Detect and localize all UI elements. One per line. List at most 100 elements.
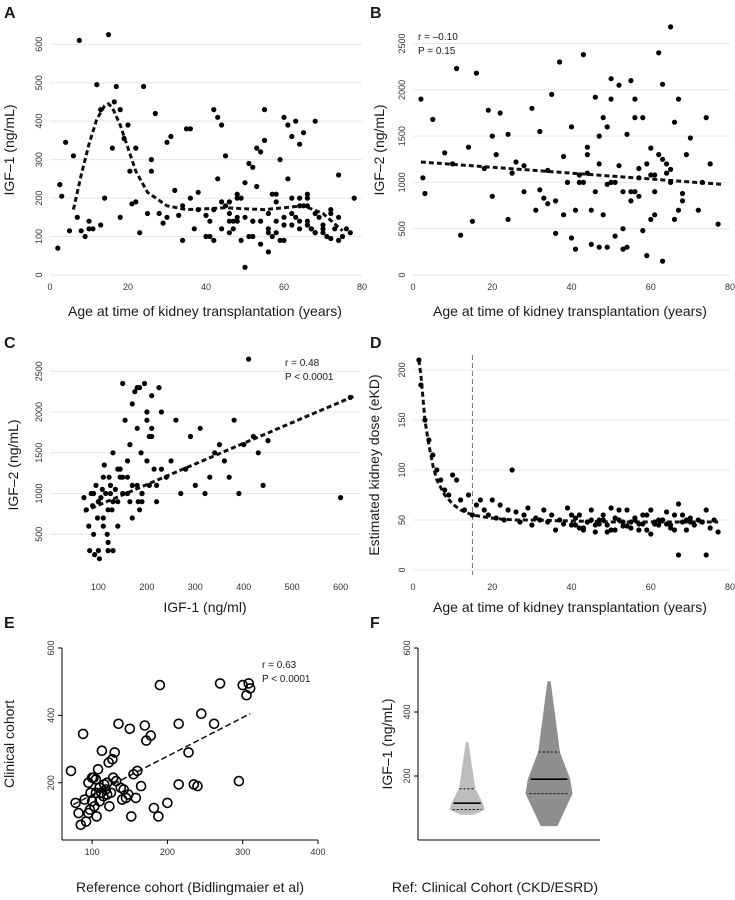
panel-d-data-point: [584, 519, 591, 525]
panel-a-data-point: [328, 235, 334, 242]
panel-b-r-annotation: r = –0.10: [418, 32, 458, 43]
panel-e-data-point: [73, 807, 84, 819]
panel-b-data-point: [648, 216, 654, 222]
panel-d-data-point: [505, 507, 511, 513]
panel-c-data-point: [83, 507, 89, 513]
panel-e-data-point: [75, 819, 87, 831]
panel-b-data-point: [505, 131, 511, 137]
panel-d-data-point: [588, 507, 594, 513]
panel-b-data-point: [703, 115, 709, 121]
panel-e-data-point: [113, 718, 124, 730]
panel-a-data-point: [269, 233, 275, 240]
panel-a-data-point: [86, 218, 92, 224]
panel-d-data-point: [616, 517, 622, 523]
panel-e-x-label: Reference cohort (Bidlingmaier et al): [76, 879, 304, 895]
panel-b-data-point: [580, 52, 587, 58]
panel-c-data-point: [192, 482, 198, 488]
panel-f-y-tick-label: 200: [402, 768, 412, 783]
panel-a-data-point: [297, 203, 303, 209]
panel-d-data-point: [608, 505, 614, 511]
panel-d-data-point: [612, 515, 618, 521]
panel-a-data-point: [246, 160, 252, 167]
panel-e-data-point: [100, 784, 111, 795]
panel-b-data-point: [664, 161, 670, 167]
panel-c-data-point: [154, 499, 160, 505]
panel-f-y-ticks: 200 400 600: [402, 640, 418, 784]
panel-b-data-point: [418, 96, 424, 102]
panel-a-data-point: [347, 230, 353, 236]
panel-b-data-point: [652, 189, 658, 195]
panel-a-data-point: [230, 218, 236, 224]
panel-a-x-tick-label: 20: [123, 282, 133, 292]
panel-d-x-tick-label: 40: [566, 582, 576, 592]
panel-c-data-point: [255, 450, 261, 456]
panel-c-data-point: [265, 438, 271, 444]
panel-d-data-point: [477, 497, 483, 503]
panel-d-data-point: [620, 519, 626, 525]
panel-c-data-point: [144, 417, 150, 423]
panel-b-letter: B: [370, 5, 382, 22]
panel-e-data-point: [126, 811, 137, 822]
panel-c-data-point: [129, 515, 135, 521]
panel-a-data-point: [176, 212, 182, 218]
panel-d-data-point: [640, 512, 646, 518]
panel-d-data-point: [691, 522, 697, 528]
panel-a-data-point: [336, 214, 342, 220]
panel-d-data-point: [679, 519, 686, 525]
panel-a-data-point: [320, 222, 326, 228]
panel-a-data-point: [289, 210, 295, 217]
panel-d-data-point: [489, 497, 495, 503]
panel-c-data-point: [149, 393, 155, 399]
panel-c-letter: C: [4, 335, 16, 352]
panel-e-data-point: [162, 797, 173, 809]
panel-c-data-point: [99, 486, 105, 492]
panel-a-data-point: [300, 203, 307, 209]
panel-a-data-point: [281, 237, 287, 243]
panel-a-data-point: [55, 245, 61, 251]
panel-d-data-point: [604, 529, 610, 535]
panel-e-data-point: [196, 708, 207, 720]
panel-a-data-point: [238, 195, 244, 201]
panel-d-data-point: [628, 519, 634, 525]
panel-b-data-point: [584, 152, 591, 158]
panel-b-data-point: [671, 119, 678, 125]
panel-d-data-point: [664, 509, 670, 515]
panel-e-y-label: Clinical cohort: [1, 700, 17, 788]
panel-c-x-label: IGF-1 (ng/ml): [163, 599, 246, 615]
panel-c-data-point: [91, 531, 97, 537]
panel-d-data-point: [671, 512, 678, 518]
panel-b-data-point: [616, 163, 622, 169]
panel-a-x-tick-label: 0: [47, 282, 52, 292]
panel-c-data-point: [178, 490, 184, 497]
panel-b-data-point: [660, 156, 666, 162]
panel-c-data-point: [231, 417, 237, 423]
panel-b-data-point: [636, 175, 642, 181]
panel-c-data-point: [124, 474, 131, 480]
panel-a-data-point: [222, 153, 229, 159]
panel-e-data-point: [77, 728, 89, 740]
panel-a-data-point: [289, 133, 295, 140]
panel-a-data-point: [144, 210, 151, 217]
panel-b-y-label: IGF–2 (ng/mL): [371, 104, 387, 195]
panel-b-data-point: [604, 124, 610, 130]
panel-a-y-tick-label: 200: [34, 191, 44, 206]
panel-c-data-point: [173, 417, 179, 423]
panel-d-data-point: [596, 517, 602, 523]
panel-d-data-point: [525, 505, 531, 511]
panel-a-y-label: IGF–1 (ng/mL): [1, 104, 17, 195]
panel-c-data-point: [81, 495, 87, 501]
panel-b-data-point: [572, 207, 579, 213]
panel-b-data-point: [687, 135, 694, 141]
panel-a-data-point: [304, 218, 310, 224]
panel-b-data-point: [632, 115, 638, 121]
panel-e: E 200 400 600 100 200 300 400 r = 0.63 P < 0.…: [1, 615, 326, 895]
panel-b-data-point: [481, 165, 487, 172]
panel-d-x-label: Age at time of kidney transplantation (y…: [433, 599, 707, 615]
panel-a-data-point: [183, 126, 190, 132]
panel-a-data-point: [304, 191, 310, 197]
panel-e-data-point: [91, 811, 102, 822]
panel-a-data-point: [187, 126, 193, 132]
panel-c-data-point: [115, 523, 121, 529]
panel-c-r-annotation: r = 0.48: [285, 358, 320, 369]
